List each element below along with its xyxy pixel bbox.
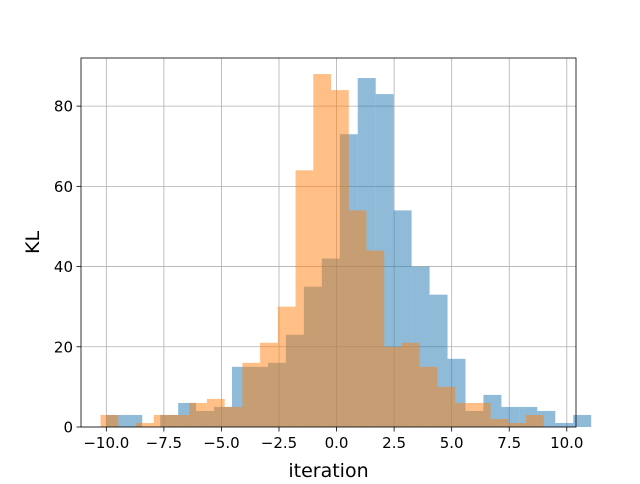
y-axis-label: KL [22,231,44,254]
x-tick-label: −5.0 [203,434,239,452]
plot-frame [80,57,577,428]
histogram-bar [490,418,509,427]
x-tick-label: −10.0 [83,434,129,452]
y-tick-label: 20 [54,338,73,356]
x-tick-label: 0.0 [325,434,349,452]
x-tick-label: 5.0 [440,434,464,452]
y-tick-label: 80 [54,98,73,116]
x-tick-label: −7.5 [146,434,182,452]
histogram-bar [508,422,527,427]
series-2-bars [100,74,544,427]
histogram-bar [555,422,574,427]
histogram-bar [277,306,296,427]
histogram-bar [331,90,349,427]
histogram-bar [224,406,243,427]
x-tick-label: 7.5 [497,434,521,452]
y-tick-label: 60 [54,178,73,196]
x-tick-label: −2.5 [261,434,297,452]
histogram-bar [153,414,172,427]
histogram-bar [526,414,544,427]
histogram-bar [136,422,154,427]
histogram-bar [366,250,385,427]
histogram-bar [348,210,367,427]
histogram-bar [313,74,332,427]
histogram-bar [437,386,456,427]
histogram-bar [295,170,314,427]
histogram-bar [573,414,592,427]
x-axis-ticks: −10.0 −7.5 −5.0 −2.5 0.0 2.5 5.0 7.5 10.0 [83,427,583,452]
histogram-bar [189,402,207,427]
x-axis-label: iteration [288,460,368,480]
histogram-bar [260,342,278,427]
y-tick-label: 0 [63,419,73,437]
y-axis-ticks: 0 20 40 60 80 [54,98,81,437]
histogram-bar [384,346,402,427]
x-tick-label: 2.5 [382,434,406,452]
histogram-bar [455,402,473,427]
histogram-bar [100,414,119,427]
histogram-bar [171,414,190,427]
y-tick-label: 40 [54,258,73,276]
x-tick-label: 10.0 [550,434,583,452]
histogram-bar [472,402,491,427]
histogram-bar [242,362,261,427]
bar-series-group [100,74,592,427]
histogram-bar [206,398,225,427]
histogram-bar [401,342,420,427]
histogram-bar [419,366,438,427]
